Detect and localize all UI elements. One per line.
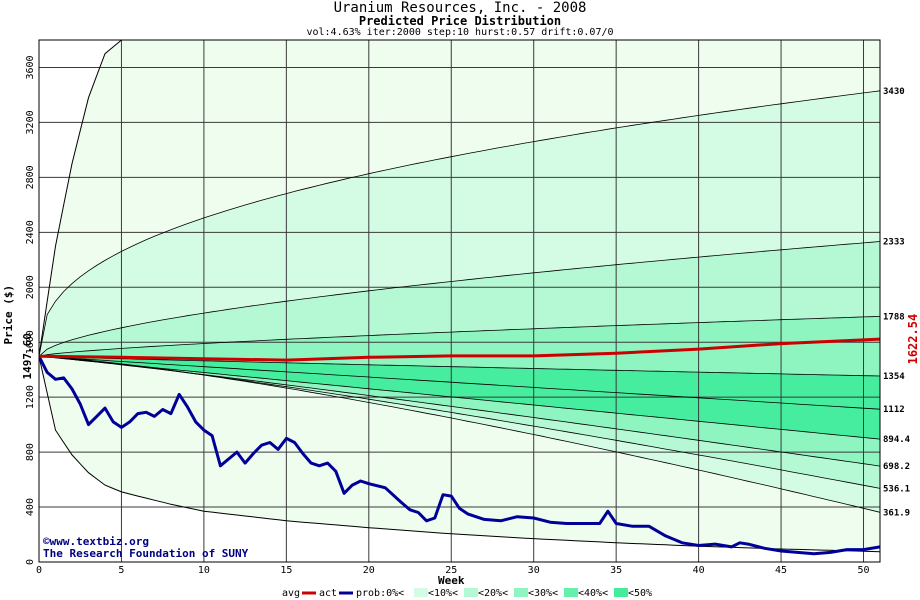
x-tick-label: 20 — [363, 565, 375, 576]
percentile-line — [39, 90, 880, 357]
y-tick-label: 3600 — [25, 55, 36, 79]
percentile-line — [39, 355, 880, 377]
x-tick-label: 5 — [118, 565, 124, 576]
envelope-lower-line — [39, 356, 880, 553]
band-end-label: 1354 — [883, 372, 905, 382]
legend-band-swatch — [614, 588, 628, 597]
band-end-label: 361.9 — [883, 508, 910, 518]
y-axis-label: Price ($) — [2, 285, 15, 345]
y-tick-label: 1200 — [25, 385, 36, 409]
series-avg-line — [39, 337, 880, 362]
series-act-line — [39, 355, 880, 556]
band-end-label: 536.1 — [883, 484, 910, 494]
band-end-label: 698.2 — [883, 462, 910, 472]
x-axis-label: Week — [438, 574, 465, 587]
legend-band-label: <30%< — [528, 588, 558, 599]
legend-band-label: <20%< — [478, 588, 508, 599]
x-tick-label: 40 — [693, 565, 705, 576]
legend-act-label: act — [319, 588, 337, 599]
y-tick-label: 800 — [25, 443, 36, 461]
band-end-label: 894.4 — [883, 435, 911, 445]
y-tick-label: 0 — [25, 559, 36, 565]
percentile-line — [39, 316, 880, 357]
y-tick-label: 2000 — [25, 275, 36, 299]
band-end-label: 3430 — [883, 87, 905, 97]
y-tick-label: 3200 — [25, 110, 36, 134]
chart-subtitle: Predicted Price Distribution — [358, 14, 562, 28]
y-tick-label: 2400 — [25, 220, 36, 244]
x-tick-label: 35 — [610, 565, 622, 576]
y-tick-label: 400 — [25, 498, 36, 516]
percentile-line — [39, 241, 880, 357]
start-price-label: 1497.60 — [21, 333, 34, 379]
legend-prob-label: prob:0%< — [356, 588, 404, 599]
legend-band-swatch — [564, 588, 578, 597]
legend-band-swatch — [414, 588, 428, 597]
y-tick-label: 1600 — [25, 330, 36, 354]
percentile-line — [39, 355, 880, 513]
band-end-label: 1788 — [883, 312, 905, 322]
percentile-line — [39, 355, 880, 440]
x-tick-label: 25 — [445, 565, 457, 576]
x-tick-label: 45 — [775, 565, 787, 576]
plot-frame — [38, 39, 881, 563]
x-tick-label: 10 — [198, 565, 210, 576]
chart-params: vol:4.63% iter:2000 step:10 hurst:0.57 d… — [306, 27, 614, 38]
watermark-line2: The Research Foundation of SUNY — [43, 547, 249, 560]
percentile-line — [39, 355, 880, 410]
legend-band-swatch — [464, 588, 478, 597]
band-end-label: 2333 — [883, 238, 905, 248]
legend-avg-label: avg — [282, 588, 300, 599]
legend-band-label: <40%< — [578, 588, 608, 599]
x-tick-label: 15 — [280, 565, 292, 576]
x-tick-label: 30 — [528, 565, 540, 576]
watermark-line1: ©www.textbiz.org — [43, 535, 149, 548]
legend-band-label: <10%< — [428, 588, 458, 599]
x-tick-label: 50 — [857, 565, 869, 576]
y-tick-label: 2800 — [25, 165, 36, 189]
legend-band-swatch — [514, 588, 528, 597]
end-avg-label: 1622.54 — [906, 314, 920, 365]
x-tick-label: 0 — [36, 565, 42, 576]
chart-title: Uranium Resources, Inc. - 2008 — [333, 0, 587, 16]
band-end-label: 1112 — [883, 405, 905, 415]
legend-band-label: <50% — [628, 588, 652, 599]
